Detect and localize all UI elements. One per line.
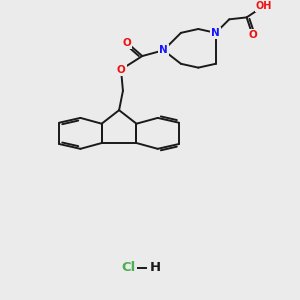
Text: O: O: [122, 38, 131, 47]
Text: N: N: [159, 45, 168, 55]
Text: OH: OH: [256, 1, 272, 11]
Text: Cl: Cl: [122, 261, 136, 274]
Text: H: H: [150, 261, 161, 274]
Text: O: O: [117, 64, 125, 75]
Text: O: O: [248, 30, 257, 40]
Text: N: N: [211, 28, 220, 38]
